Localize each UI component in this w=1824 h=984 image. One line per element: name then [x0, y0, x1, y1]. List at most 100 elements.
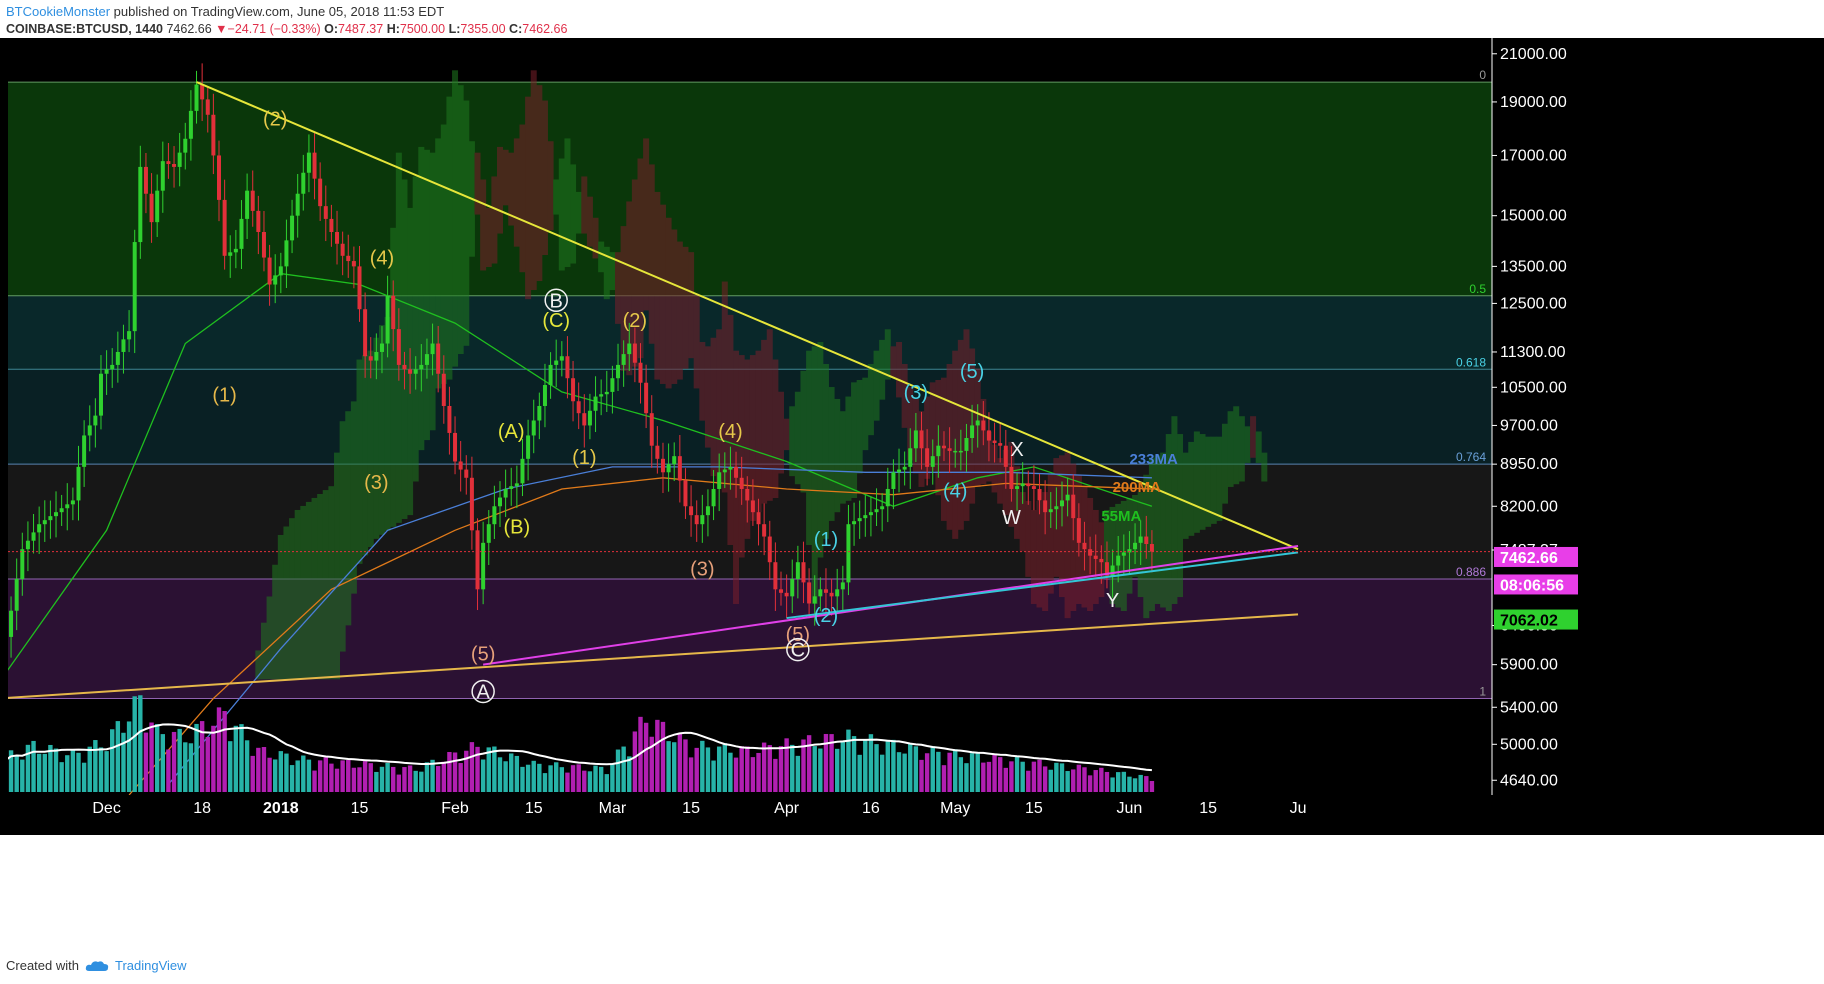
wave-label: W	[1002, 507, 1021, 529]
candle-body	[857, 518, 862, 522]
fib-level-label: 1	[1479, 684, 1486, 698]
cloud-segment	[474, 152, 481, 215]
candle-body	[222, 199, 227, 256]
candle-body	[48, 516, 53, 521]
candle-body	[700, 515, 705, 525]
candle-body	[953, 450, 958, 453]
cloud-segment	[811, 346, 818, 604]
candle-body	[554, 360, 559, 365]
tradingview-link[interactable]: TradingView	[114, 958, 187, 973]
volume-bar	[1144, 776, 1149, 792]
candle-body	[520, 458, 525, 484]
cloud-segment	[1199, 434, 1206, 530]
volume-bar	[896, 752, 902, 792]
cloud-segment	[1171, 416, 1178, 604]
time-tick-label: 15	[1199, 800, 1217, 817]
volume-bar	[464, 750, 469, 792]
candle-body	[441, 373, 446, 406]
volume-bar	[593, 765, 598, 792]
candle-body	[571, 378, 576, 402]
volume-bar	[649, 736, 654, 792]
candle-body	[913, 430, 918, 449]
cloud-segment	[806, 350, 813, 545]
candle-body	[486, 524, 491, 543]
volume-bar	[188, 743, 194, 792]
candle-body	[784, 592, 789, 597]
candle-body	[1082, 542, 1087, 550]
candle-body	[565, 356, 570, 379]
price-badge-label: 7062.02	[1500, 613, 1558, 630]
candle-body	[453, 432, 458, 462]
volume-bar	[1031, 761, 1037, 792]
volume-bar	[205, 736, 210, 792]
volume-bar	[492, 746, 497, 792]
volume-bar	[1099, 767, 1104, 792]
candle-body	[424, 354, 429, 365]
volume-bar	[76, 752, 81, 792]
volume-bar	[812, 746, 817, 792]
cloud-segment	[766, 329, 773, 501]
cloud-segment	[525, 96, 532, 300]
volume-bar	[194, 723, 199, 792]
volume-bar	[1132, 778, 1138, 792]
published-text: published on TradingView.com, June 05, 2…	[113, 4, 445, 19]
candle-body	[649, 413, 654, 446]
cloud-segment	[356, 359, 363, 564]
volume-bar	[554, 762, 559, 792]
cloud-segment	[1205, 436, 1212, 527]
candle-body	[396, 329, 401, 365]
candle-body	[728, 466, 733, 470]
candle-body	[290, 215, 295, 241]
volume-bar	[823, 733, 829, 792]
wave-label: (4)	[943, 481, 967, 503]
candle-body	[705, 506, 710, 516]
candle-body	[14, 578, 19, 611]
candle-body	[481, 542, 486, 590]
cloud-segment	[491, 176, 498, 264]
volume-bar	[958, 757, 964, 792]
time-tick-label: Feb	[441, 800, 469, 817]
volume-bar	[480, 759, 486, 792]
candle-body	[582, 413, 587, 426]
volume-bar	[1014, 756, 1020, 792]
cloud-segment	[688, 252, 695, 359]
cloud-segment	[328, 486, 335, 680]
candle-body	[492, 506, 497, 525]
wave-label: (A)	[498, 421, 525, 443]
time-tick-label: Jun	[1117, 800, 1143, 817]
time-tick-label: May	[940, 800, 970, 817]
candle-body	[475, 530, 480, 590]
candle-body	[660, 458, 665, 473]
candle-body	[430, 343, 435, 355]
price-tick-label: 10500.00	[1500, 379, 1567, 396]
volume-bar	[879, 754, 885, 792]
volume-bar	[14, 755, 19, 792]
candle-body	[42, 520, 47, 525]
volume-bar	[531, 760, 536, 792]
candle-body	[413, 369, 418, 374]
created-with-text: Created with	[6, 958, 79, 973]
publication-line: BTCookieMonster published on TradingView…	[6, 4, 444, 19]
candle-body	[205, 99, 210, 115]
wave-label: C	[791, 640, 805, 662]
cloud-segment	[693, 294, 700, 389]
volume-bar	[1104, 771, 1110, 792]
cloud-segment	[851, 382, 858, 499]
cloud-segment	[384, 316, 391, 531]
fib-level-label: 0.764	[1456, 450, 1486, 464]
volume-bar	[930, 746, 935, 792]
volume-bar	[975, 752, 980, 792]
volume-bar	[289, 765, 295, 792]
cloud-segment	[497, 146, 503, 234]
candle-body	[1110, 565, 1115, 576]
candle-body	[1144, 536, 1149, 545]
cloud-segment	[575, 191, 582, 234]
candle-body	[25, 540, 30, 550]
volume-bar	[981, 762, 986, 792]
ma-line-200MA	[128, 477, 1152, 796]
symbol-label: COINBASE:BTCUSD, 1440	[6, 22, 163, 36]
author-link[interactable]: BTCookieMonster	[6, 4, 111, 19]
volume-bar	[1054, 762, 1059, 792]
volume-bar	[402, 767, 407, 792]
